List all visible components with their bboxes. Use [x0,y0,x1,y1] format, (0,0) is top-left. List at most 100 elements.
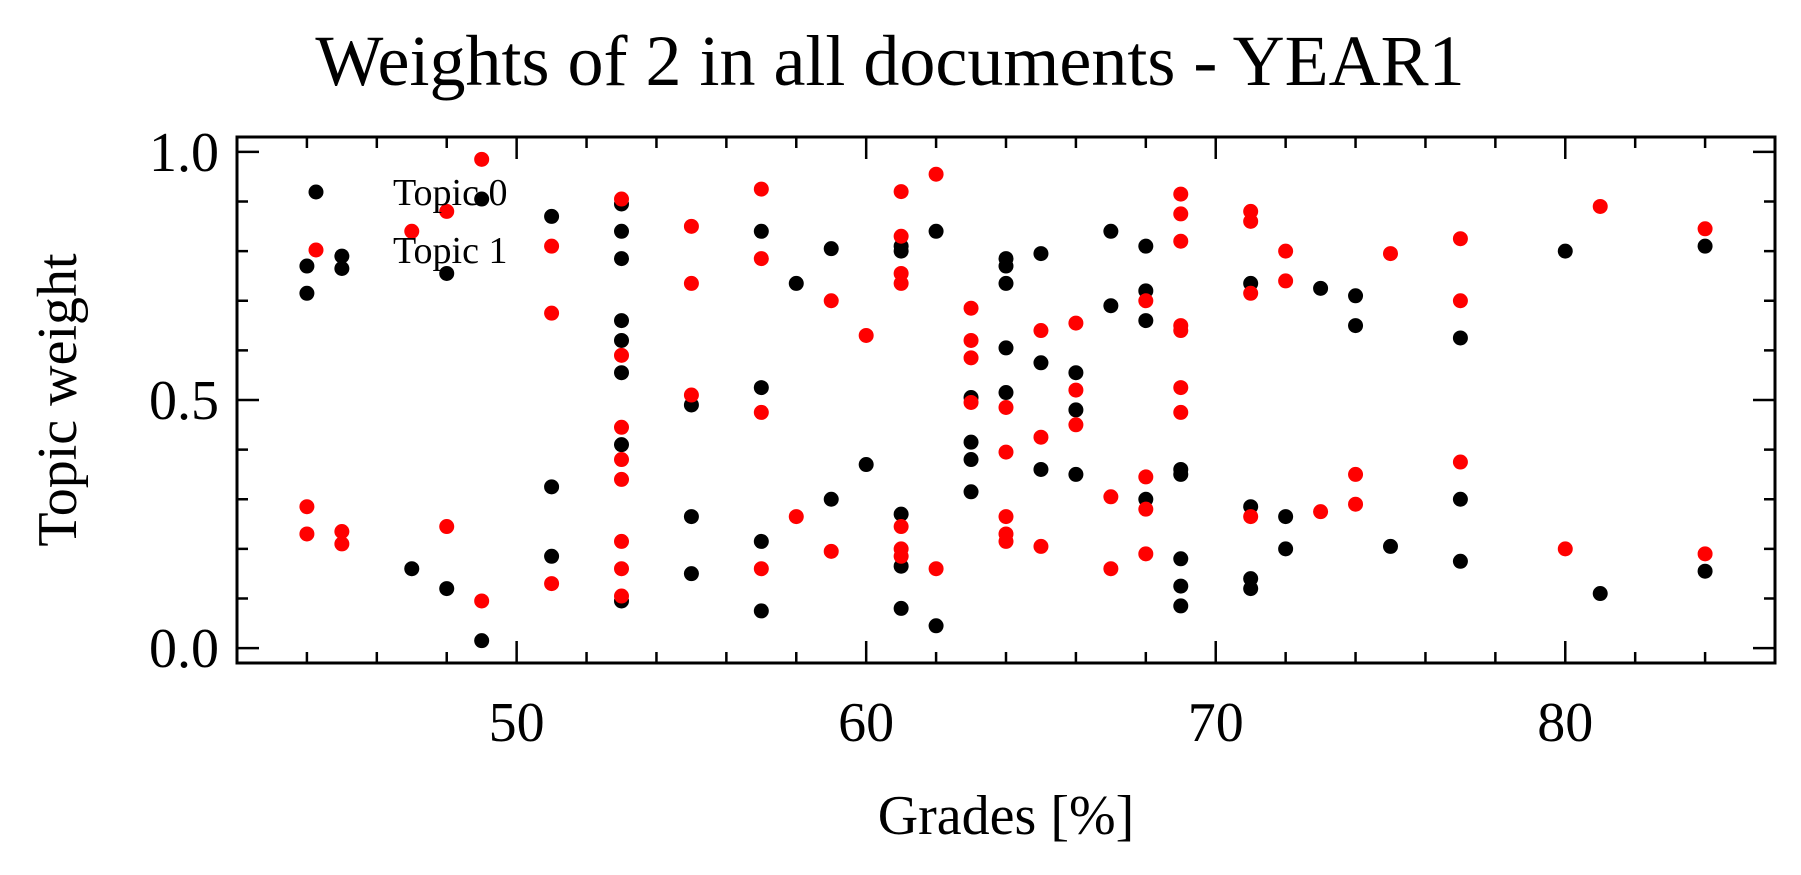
topic-0-point [753,380,769,396]
topic-0-point [893,600,909,616]
y-tick-label: 1.0 [149,122,219,184]
topic-0-point [1103,223,1119,239]
topic-1-point [928,166,944,182]
topic-0-point [439,581,455,597]
topic-1-point [788,509,804,525]
topic-0-point [1383,538,1398,554]
topic-1-point [1452,293,1468,309]
x-axis-label: Grades [%] [878,785,1135,847]
topic-1-point [963,332,979,348]
topic-0-point [1033,461,1049,477]
topic-1-point [334,524,350,539]
topic-1-point [439,203,455,219]
topic-0-point [753,603,769,619]
topic-0-point [1452,330,1468,346]
topic-1-point [439,519,455,535]
topic-0-point [1138,238,1154,254]
topic-1-point [1138,293,1154,309]
topic-1-point [1348,466,1364,482]
topic-1-point [998,399,1014,415]
topic-0-point [998,340,1014,356]
topic-1-point [1068,382,1084,398]
topic-0-point [1068,466,1084,482]
topic-1-point [1068,417,1084,433]
topic-0-point [1103,298,1119,314]
x-tick-label: 70 [1188,692,1244,754]
topic-0-point [544,479,560,495]
topic-1-point [1313,504,1329,520]
topic-0-point [928,223,944,239]
topic-1-point [1383,246,1398,262]
topic-1-point [893,184,909,200]
topic-1-point [1138,546,1154,562]
chart-title: Weights of 2 in all documents - YEAR1 [315,21,1464,101]
topic-1-point [753,251,769,267]
topic-1-point [1452,231,1468,247]
topic-1-point [893,519,909,535]
topic-1-point [1173,206,1189,222]
topic-1-point [614,347,629,363]
topic-1-point [1278,273,1294,289]
topic-1-point [963,300,979,316]
topic-0-point [1068,402,1084,418]
legend: Topic 0 Topic 1 [308,172,507,272]
topic-0-point [299,285,315,301]
topic-0-point [1068,365,1084,381]
topic-1-point [299,526,315,542]
topic-1-point [1557,541,1573,557]
x-tick-label: 80 [1537,692,1593,754]
topic-0-point [823,491,839,507]
topic-0-point [1348,288,1364,304]
topic-0-point [683,509,699,525]
topic-0-point [1138,313,1154,329]
topic-0-point [823,241,839,257]
topic-1-point [614,471,629,487]
topic-0-point [1173,598,1189,614]
topic-0-point [614,223,629,239]
topic-0-point [1033,355,1049,371]
topic-0-point [753,533,769,549]
tick-layer: 50 60 70 80 0.0 0.5 1.0 [149,122,1777,754]
topic-1-point [1173,380,1189,396]
topic-1-point [1068,315,1084,331]
topic-1-point [299,499,315,515]
topic-0-point [614,332,629,348]
topic-1-point [1243,213,1259,229]
topic-0-point [1697,563,1713,579]
topic-1-point [683,218,699,234]
topic-1-point [474,593,490,609]
topic-1-point [614,419,629,435]
topic-0-point [963,452,979,468]
topic-0-point [893,506,909,522]
topic-1-point [1243,285,1259,301]
topic-0-point [1452,491,1468,507]
topic-0-point [858,457,874,473]
topic-1-point [614,533,629,549]
topic-1-point [823,293,839,309]
topic-0-point [1592,586,1608,602]
topic-1-point [1592,198,1608,214]
points-layer [299,151,1713,649]
topic-0-point [334,261,350,276]
topic-0-point [1033,246,1049,262]
x-tick-label: 50 [489,692,545,754]
topic-1-point [963,394,979,410]
topic-1-point [544,576,560,592]
topic-1-point [683,275,699,291]
topic-1-point [858,327,874,343]
topic-1-point [1452,454,1468,470]
topic-0-point [998,385,1014,401]
topic-0-point [1173,466,1189,482]
topic-1-point [1033,323,1049,339]
topic-1-point [544,305,560,321]
topic-1-point [1033,538,1049,554]
topic-1-point [1697,546,1713,562]
topic-1-point [1173,186,1189,202]
topic-0-point [1278,541,1294,557]
topic-1-point [823,543,839,559]
topic-0-point [614,251,629,267]
topic-0-point [439,265,455,281]
topic-0-point [893,243,909,259]
topic-0-point [998,258,1014,274]
topic-1-point [614,588,629,604]
